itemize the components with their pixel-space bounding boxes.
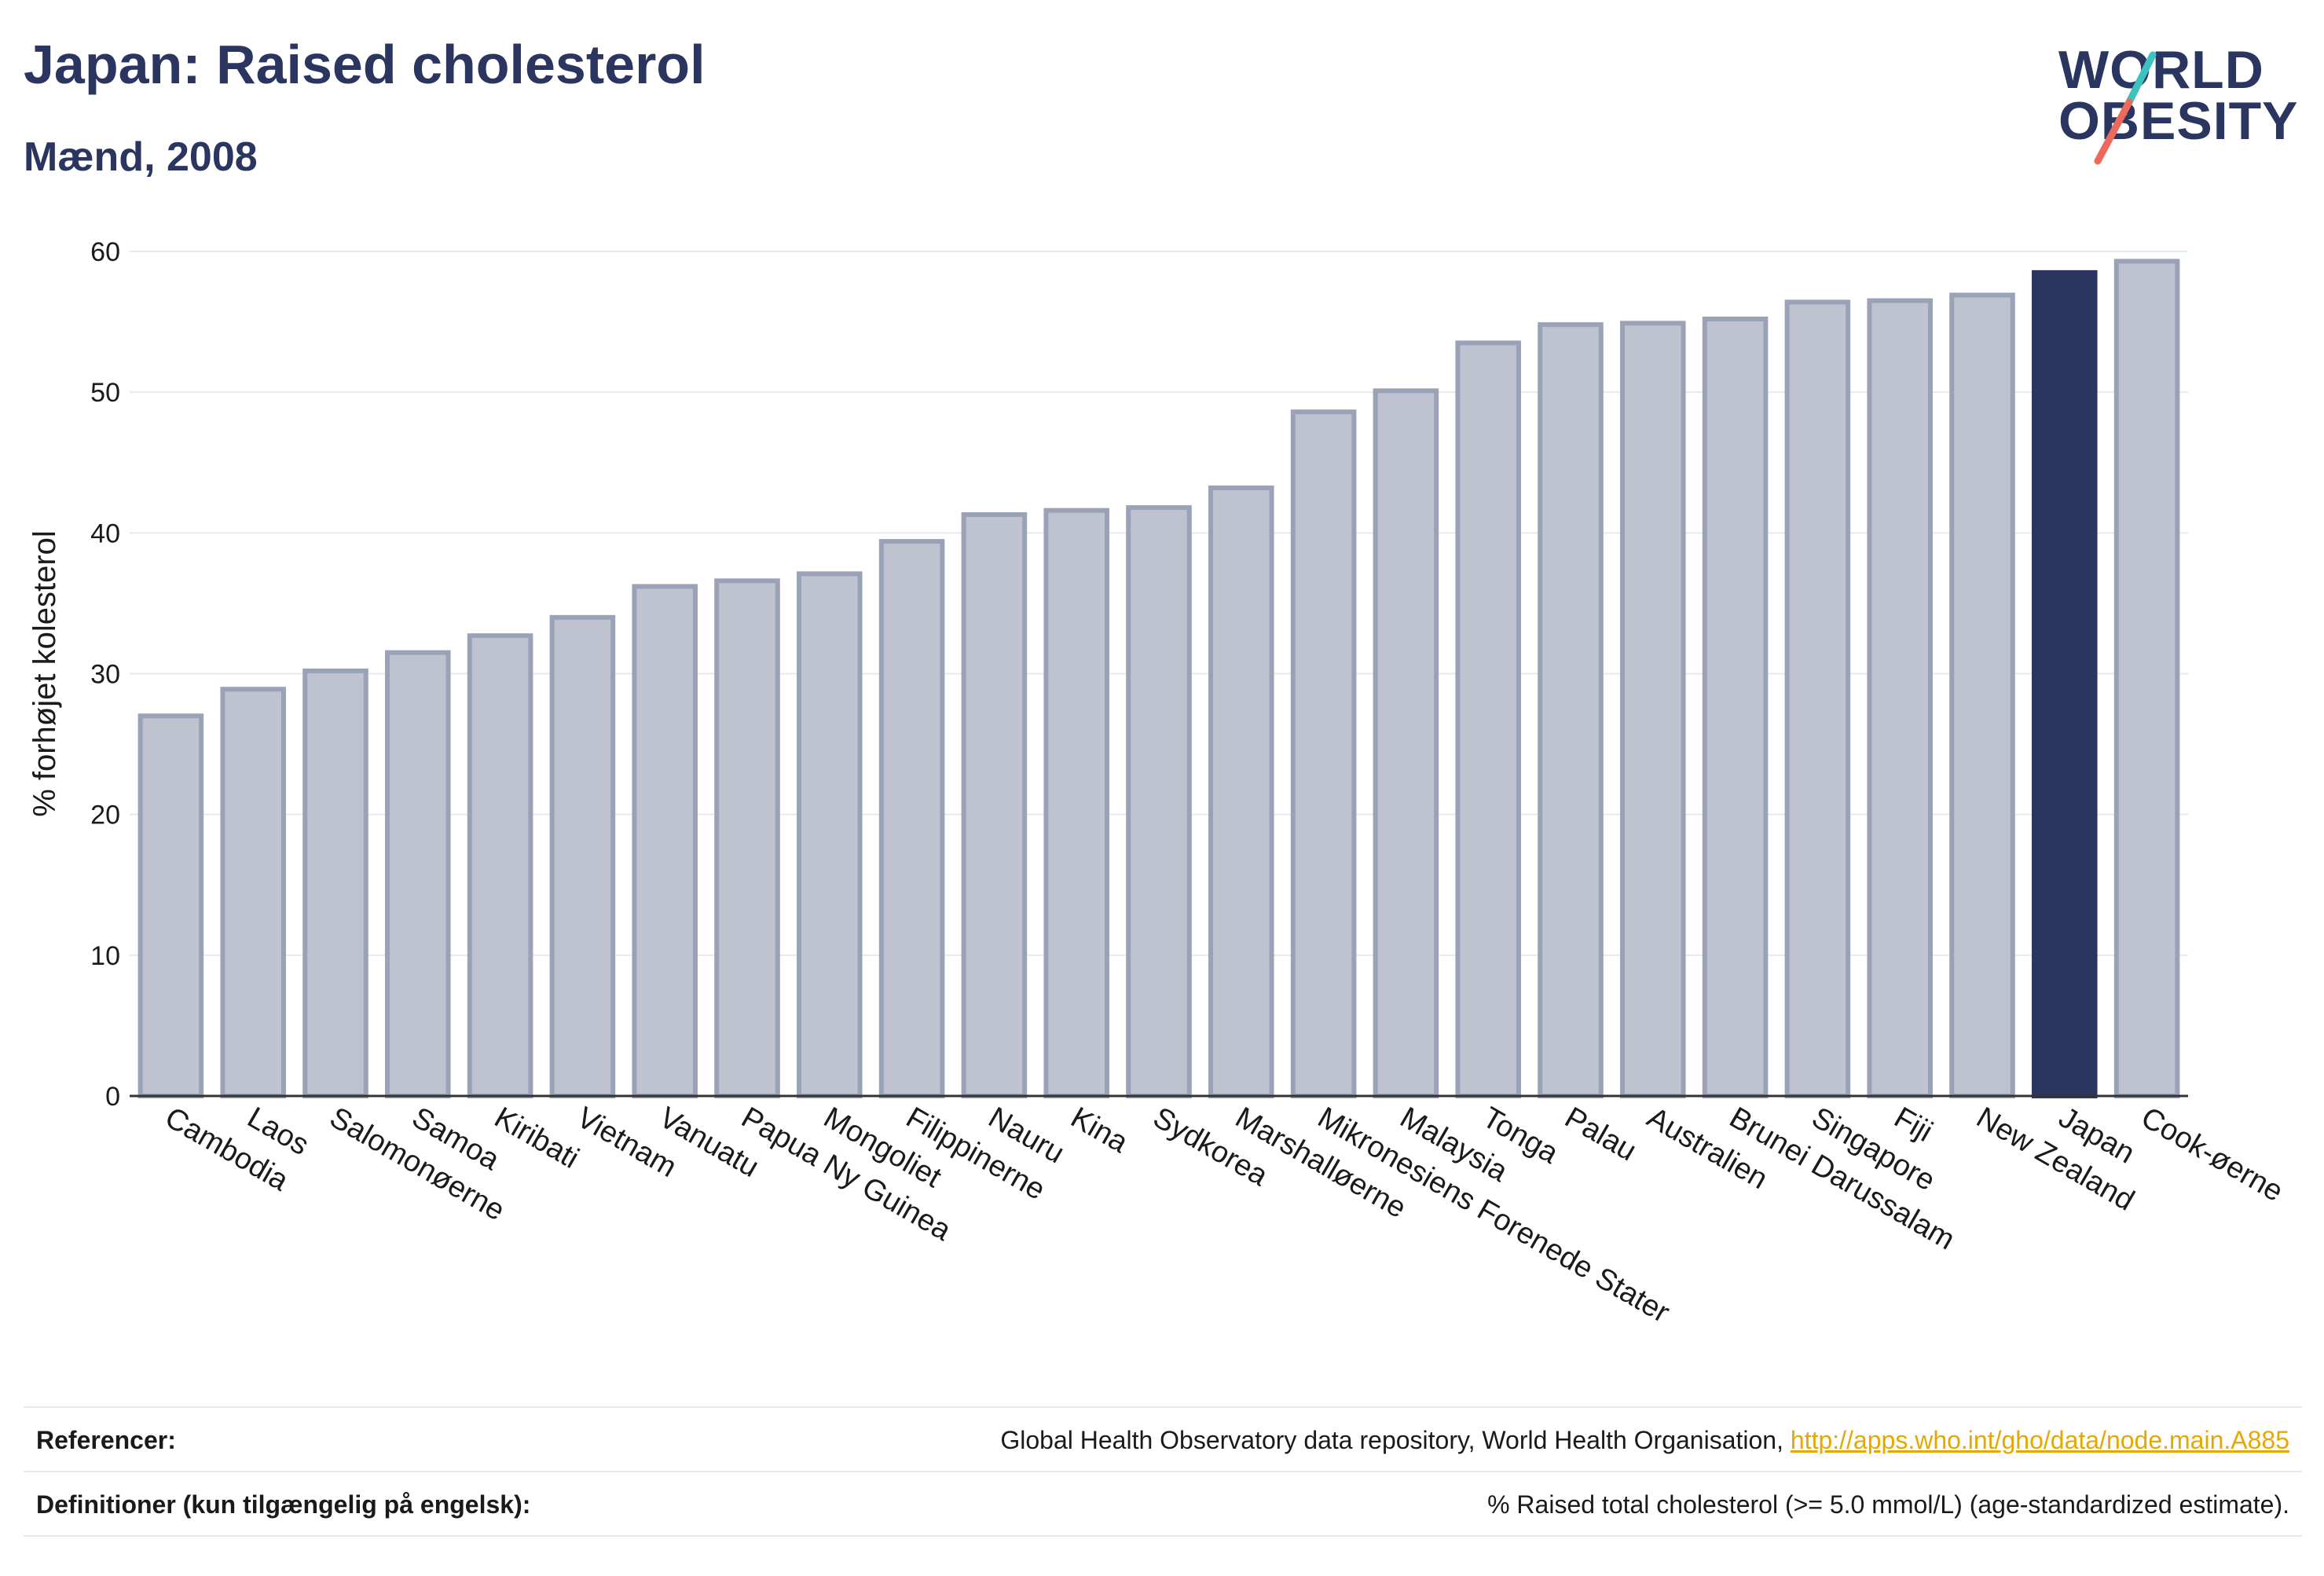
bar-marshalløerne (1208, 486, 1274, 1098)
references-label: Referencer: (36, 1425, 176, 1454)
bar-sydkorea (1126, 505, 1192, 1098)
y-tick-label: 60 (90, 237, 120, 267)
bar-australien (1620, 321, 1686, 1098)
bar-palau (1538, 322, 1604, 1098)
bar-kina (1043, 508, 1109, 1098)
bar-papua-ny-guinea (714, 578, 780, 1098)
x-tick-label: Kina (1065, 1101, 1135, 1160)
footer-divider (24, 1535, 2302, 1537)
y-tick-label: 0 (105, 1082, 120, 1112)
definitions-text: % Raised total cholesterol (>= 5.0 mmol/… (1487, 1490, 2289, 1519)
logo-slash-icon (2094, 51, 2157, 165)
y-tick-label: 50 (90, 378, 120, 408)
bar-cambodia (137, 713, 204, 1098)
bar-vanuatu (632, 584, 698, 1098)
y-tick-label: 30 (90, 660, 120, 690)
world-obesity-logo: WORLD OBESITY (2051, 31, 2310, 173)
bar-cook-øerne (2113, 258, 2180, 1099)
references-text: Global Health Observatory data repositor… (1000, 1425, 1783, 1454)
bar-vietnam (549, 614, 616, 1098)
logo-line-1: WORLD (2058, 40, 2264, 100)
bar-kiribati (467, 633, 533, 1098)
logo-line-2: OBESITY (2058, 91, 2299, 151)
definitions-label: Definitioner (kun tilgængelig på engelsk… (36, 1490, 531, 1519)
y-tick-label: 10 (90, 941, 120, 971)
references-row: Referencer: Global Health Observatory da… (24, 1406, 2302, 1472)
y-tick-label: 20 (90, 801, 120, 830)
bar-samoa (385, 650, 451, 1098)
definitions-row: Definitioner (kun tilgængelig på engelsk… (24, 1471, 2302, 1537)
bar-new-zealand (1949, 292, 2015, 1098)
y-tick-label: 40 (90, 519, 120, 548)
chart-title: Japan: Raised cholesterol (24, 34, 706, 95)
bar-singapore (1784, 299, 1851, 1098)
x-tick-label: Palau (1560, 1101, 1642, 1167)
bar-brunei-darussalam (1702, 317, 1769, 1098)
chart-subtitle: Mænd, 2008 (24, 134, 258, 180)
x-tick-label: Fiji (1889, 1101, 1938, 1149)
bar-tonga (1455, 340, 1521, 1099)
bar-nauru (961, 512, 1028, 1098)
bar-mikronesiens-forenede-stater (1290, 409, 1357, 1098)
bar-mongoliet (797, 571, 863, 1098)
references-value: Global Health Observatory data repositor… (1000, 1426, 2302, 1455)
bar-laos (220, 687, 286, 1098)
bar-japan (2032, 269, 2098, 1098)
bar-malaysia (1373, 388, 1439, 1098)
x-tick-label: Cook-øerne (2135, 1101, 2289, 1208)
y-axis-label: % forhøjet kolesterol (27, 530, 62, 817)
bar-fiji (1867, 298, 1933, 1099)
references-link[interactable]: http://apps.who.int/gho/data/node.main.A… (1790, 1425, 2289, 1454)
bar-filippinerne (878, 539, 945, 1098)
x-tick-label: Kiribati (489, 1101, 585, 1175)
bar-salomonøerne (302, 668, 368, 1098)
